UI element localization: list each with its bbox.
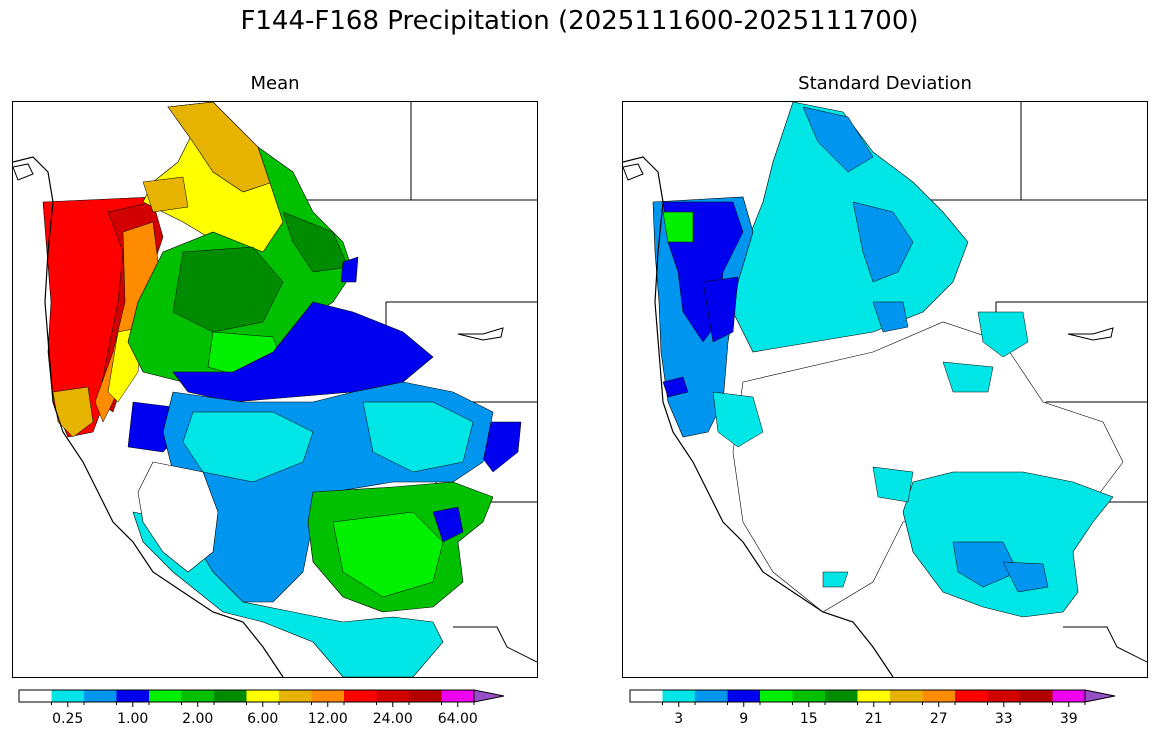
stddev-colorbar-svg: 3 9 15 21 27 33 39 bbox=[629, 689, 1116, 727]
stddev-colorbar-tick-label: 15 bbox=[800, 711, 818, 727]
mean-map bbox=[12, 101, 538, 678]
mean-colorbar-tick-label: 2.00 bbox=[182, 711, 213, 727]
stddev-colorbar-swatch bbox=[890, 690, 923, 702]
stddev-colorbar-swatch bbox=[857, 690, 890, 702]
mean-colorbar-swatch bbox=[51, 690, 84, 702]
mean-colorbar-tick-label: 12.00 bbox=[308, 711, 348, 727]
mean-colorbar-tick-label: 24.00 bbox=[373, 711, 413, 727]
mean-colorbar-swatch bbox=[214, 690, 247, 702]
stddev-colorbar-swatch bbox=[1052, 690, 1085, 702]
mean-colorbar-swatch bbox=[19, 690, 52, 702]
mean-colorbar-tick-label: 6.00 bbox=[247, 711, 278, 727]
stddev-colorbar-tick-label: 27 bbox=[930, 711, 948, 727]
stddev-colorbar: 3 9 15 21 27 33 39 bbox=[629, 688, 1150, 728]
stddev-colorbar-swatch bbox=[825, 690, 858, 702]
stddev-colorbar-tick-label: 33 bbox=[995, 711, 1013, 727]
mean-colorbar-swatch bbox=[116, 690, 149, 702]
stddev-colorbar-extend-triangle bbox=[1084, 689, 1116, 703]
mean-colorbar-swatch bbox=[344, 690, 377, 702]
mean-panel-title: Mean bbox=[250, 73, 300, 94]
mean-colorbar: 0.25 1.00 2.00 6.00 12.00 24.00 64.00 bbox=[18, 688, 539, 728]
stddev-colorbar-swatch bbox=[760, 690, 793, 702]
mean-colorbar-extend-triangle bbox=[473, 689, 505, 703]
mean-colorbar-swatch bbox=[311, 690, 344, 702]
stddev-colorbar-swatch bbox=[695, 690, 728, 702]
mean-colorbar-swatch bbox=[441, 690, 474, 702]
stddev-colorbar-swatch bbox=[662, 690, 695, 702]
stddev-colorbar-swatch bbox=[727, 690, 760, 702]
figure-title: F144-F168 Precipitation (2025111600-2025… bbox=[240, 6, 919, 36]
mean-colorbar-tick-label: 0.25 bbox=[52, 711, 83, 727]
mean-colorbar-swatch bbox=[84, 690, 117, 702]
mean-colorbar-svg: 0.25 1.00 2.00 6.00 12.00 24.00 64.00 bbox=[18, 689, 505, 727]
mean-colorbar-swatch bbox=[376, 690, 409, 702]
mean-colorbar-swatch bbox=[149, 690, 182, 702]
stddev-colorbar-swatch bbox=[955, 690, 988, 702]
mean-colorbar-tick-label: 1.00 bbox=[117, 711, 148, 727]
stddev-colorbar-swatch bbox=[1020, 690, 1053, 702]
stddev-colorbar-swatch bbox=[630, 690, 663, 702]
stddev-colorbar-tick-label: 3 bbox=[674, 711, 683, 727]
mean-colorbar-swatch bbox=[409, 690, 442, 702]
stddev-map bbox=[622, 101, 1148, 678]
stddev-panel-title: Standard Deviation bbox=[798, 73, 972, 94]
stddev-colorbar-swatch bbox=[792, 690, 825, 702]
stddev-colorbar-swatch bbox=[922, 690, 955, 702]
stddev-colorbar-tick-label: 21 bbox=[865, 711, 883, 727]
stddev-colorbar-tick-label: 9 bbox=[739, 711, 748, 727]
stddev-colorbar-tick-label: 39 bbox=[1060, 711, 1078, 727]
stddev-colorbar-swatch bbox=[987, 690, 1020, 702]
mean-colorbar-swatch bbox=[279, 690, 312, 702]
mean-colorbar-tick-label: 64.00 bbox=[438, 711, 478, 727]
mean-colorbar-swatch bbox=[246, 690, 279, 702]
mean-colorbar-swatch bbox=[181, 690, 214, 702]
